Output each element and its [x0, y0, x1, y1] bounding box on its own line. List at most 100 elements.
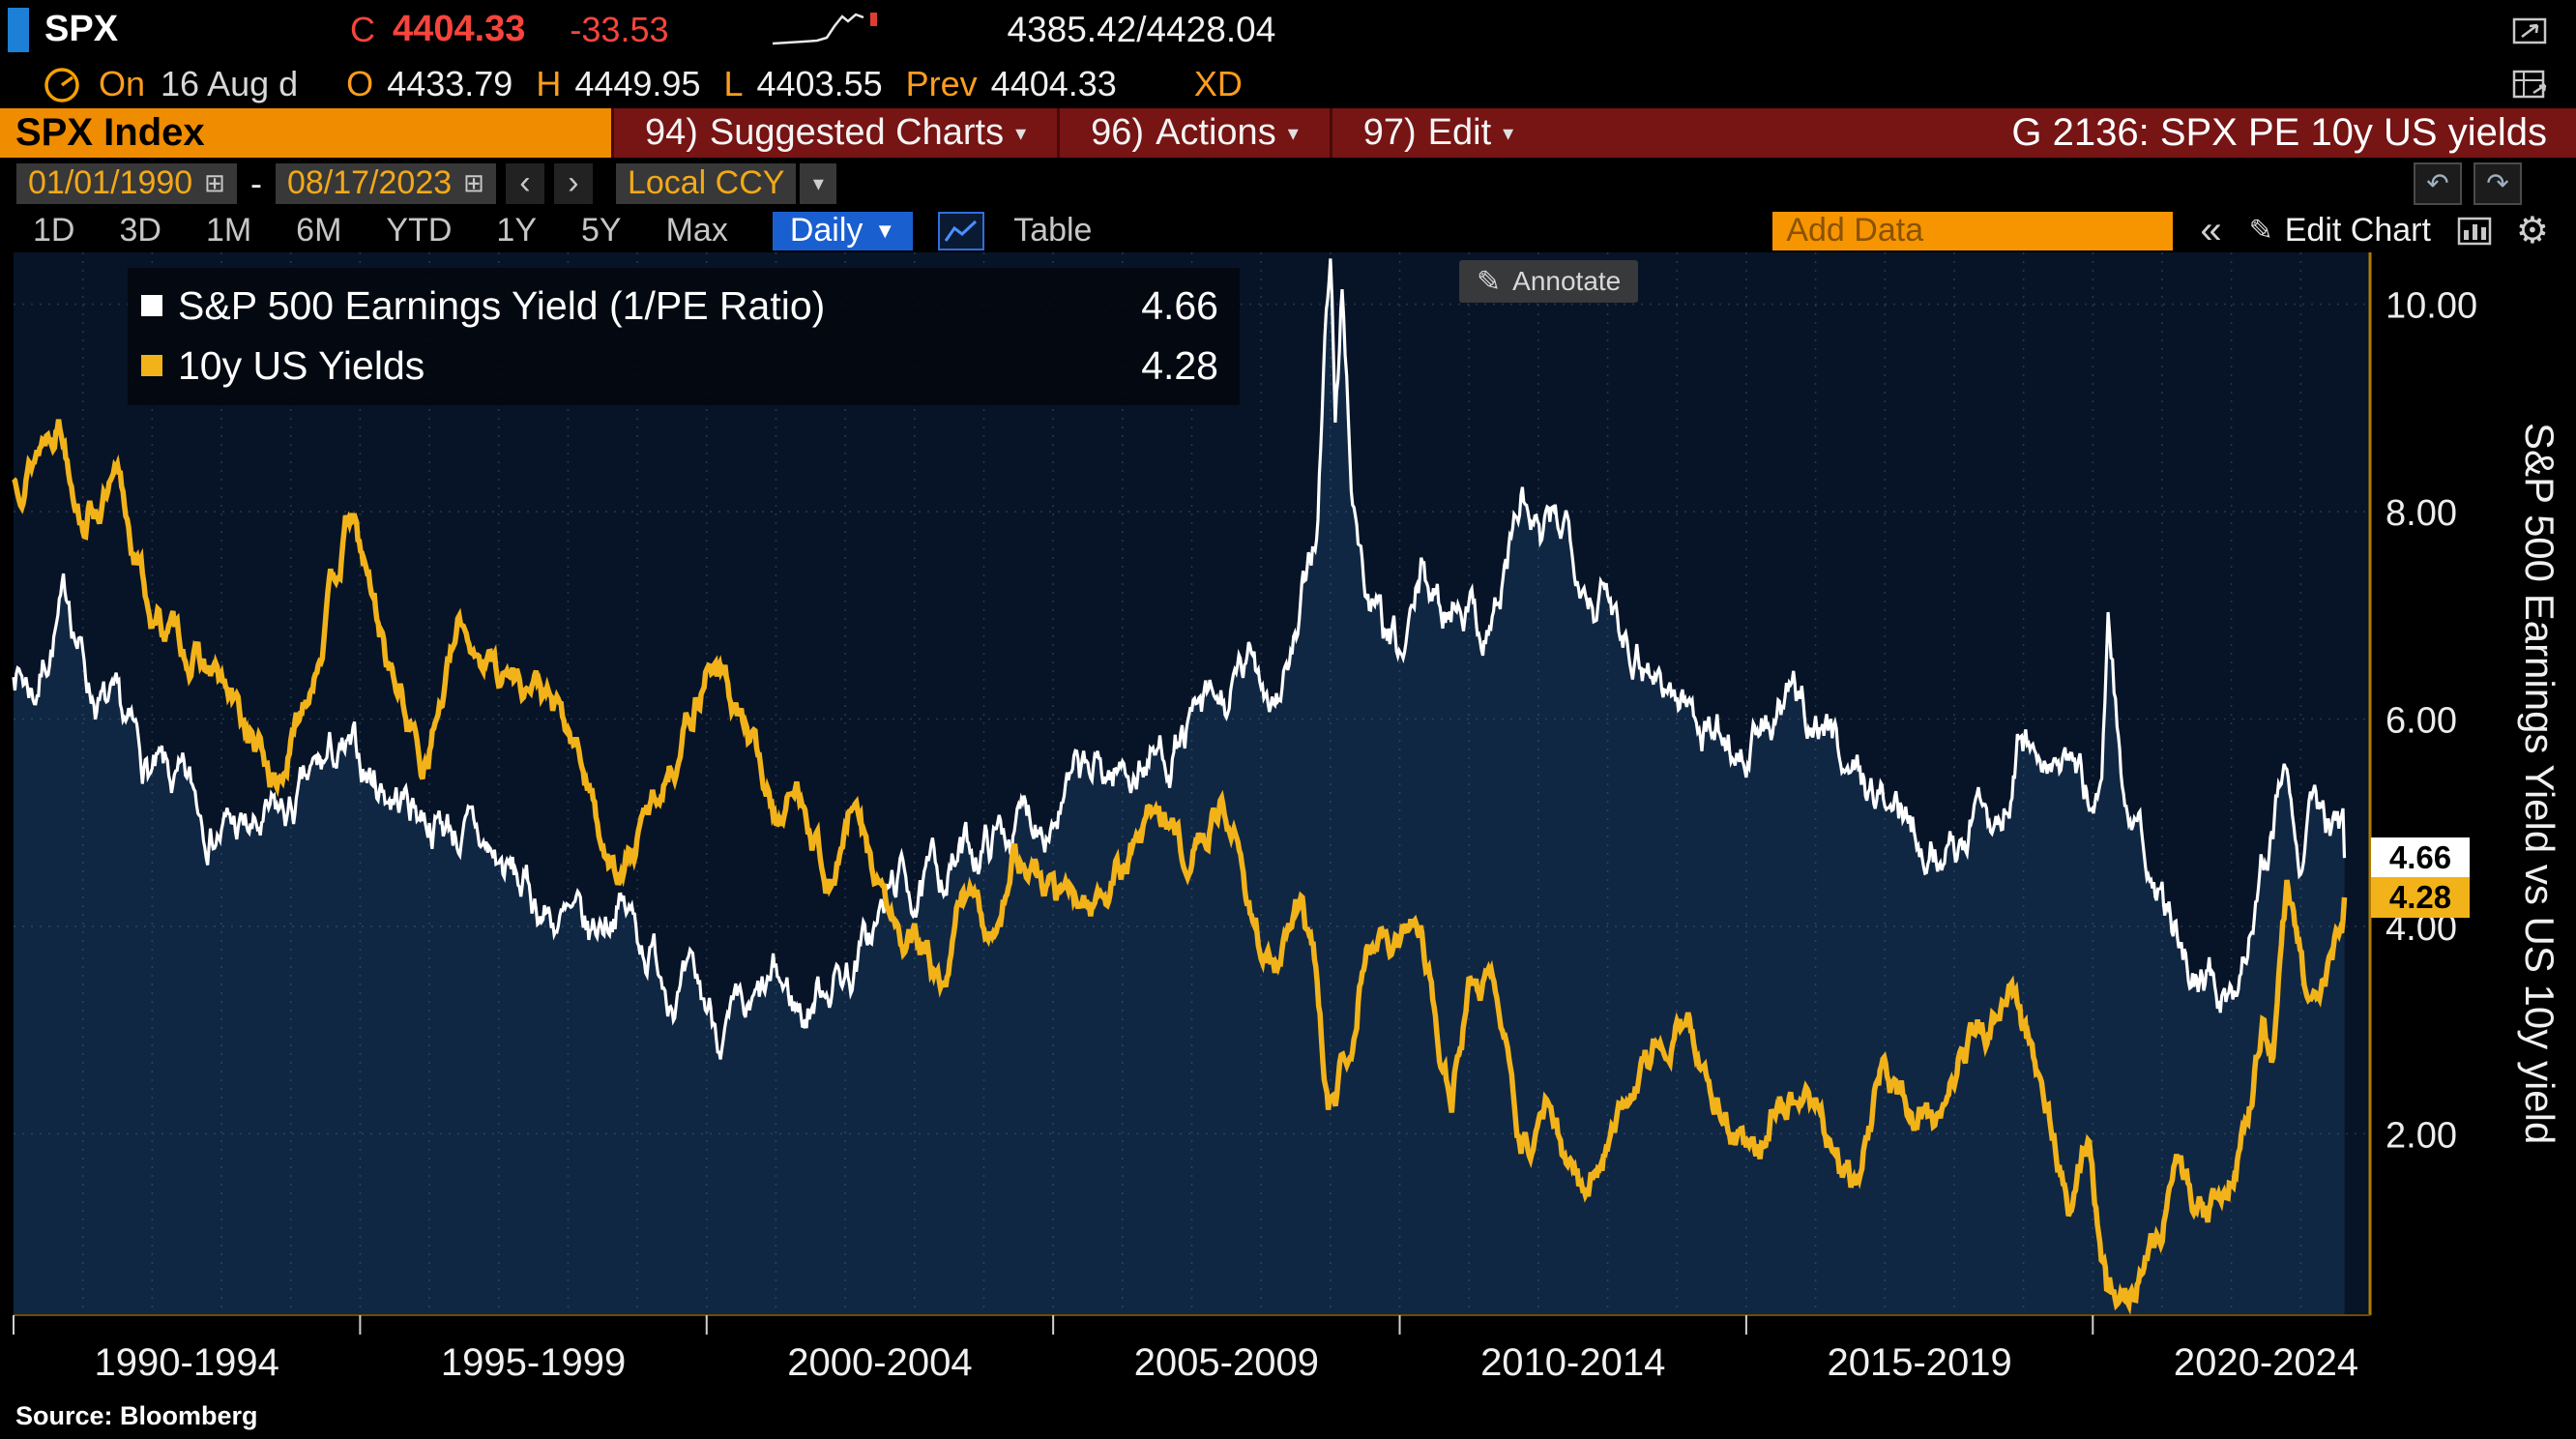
session-label: On [99, 63, 146, 103]
date-from-value: 01/01/1990 [28, 164, 193, 201]
range-1m[interactable]: 1M [205, 212, 252, 249]
quote-bar: On 16 Aug d O 4433.79 H 4449.95 L 4403.5… [0, 59, 2576, 108]
range-3d[interactable]: 3D [119, 212, 161, 249]
x-axis-label: 2000-2004 [787, 1341, 972, 1384]
step-back-button[interactable]: ‹ [505, 162, 544, 204]
range-ytd[interactable]: YTD [386, 212, 453, 249]
x-axis-label: 2005-2009 [1134, 1341, 1319, 1384]
date-to-value: 08/17/2023 [286, 164, 453, 201]
security-color-tag [8, 7, 29, 52]
gauge-icon [44, 67, 79, 103]
range-max[interactable]: Max [665, 212, 728, 249]
menu-label: Suggested Charts [709, 112, 1005, 153]
control-bar: 01/01/1990 ⊞ - 08/17/2023 ⊞ ‹ › Local CC… [0, 158, 2576, 209]
us-10y-yield-line [12, 419, 2348, 1315]
chart-function-title: G 2136: SPX PE 10y US yields [2011, 111, 2547, 154]
date-from-field[interactable]: 01/01/1990 ⊞ [16, 162, 237, 204]
calendar-icon: ⊞ [463, 168, 484, 197]
close-value: 4404.33 [393, 9, 526, 49]
chart-options-icon[interactable] [2456, 215, 2493, 248]
chevron-down-icon: ▾ [1503, 120, 1514, 145]
intraday-sparkline [772, 12, 877, 44]
settings-gear-icon[interactable]: ⚙ [2515, 211, 2549, 251]
right-axis-title: S&P 500 Earnings Yield vs US 10y yield [2517, 423, 2562, 1145]
popout-icon[interactable] [2510, 12, 2551, 48]
pencil-icon: ✎ [1477, 265, 1502, 298]
prev-close-value: 4404.33 [990, 63, 1117, 103]
low-label: L [723, 63, 744, 103]
range-1d[interactable]: 1D [33, 212, 75, 249]
chevron-down-icon: ▾ [1015, 120, 1027, 145]
frequency-value: Daily [789, 212, 864, 249]
ticker-symbol: SPX [44, 9, 119, 49]
undo-icon[interactable]: ↶ [2414, 162, 2462, 205]
source-note: Source: Bloomberg [15, 1401, 258, 1430]
chart-region: 2.00 4.00 6.00 8.00 10.00 1990-1994 1995-1999 2… [0, 252, 2576, 1439]
range-5y[interactable]: 5Y [581, 212, 622, 249]
y-axis-label: 8.00 [2386, 493, 2457, 534]
menu-edit[interactable]: 97) Edit ▾ [1329, 108, 1544, 158]
menu-label: Edit [1427, 112, 1492, 153]
menu-label: Actions [1156, 112, 1276, 153]
edit-chart-button[interactable]: ✎ Edit Chart [2249, 212, 2431, 250]
security-input[interactable]: SPX Index [0, 108, 611, 158]
x-axis-label: 2015-2019 [1827, 1341, 2011, 1384]
y-axis-label: 6.00 [2386, 700, 2457, 741]
table-button[interactable]: Table [1013, 212, 1093, 249]
xd-label: XD [1193, 63, 1243, 103]
annotate-button[interactable]: ✎ Annotate [1459, 260, 1639, 303]
legend-label: 10y US Yields [178, 342, 425, 388]
chart-type-icon[interactable] [938, 211, 985, 250]
edit-chart-label: Edit Chart [2284, 212, 2431, 249]
step-forward-button[interactable]: › [553, 162, 593, 204]
x-axis-label: 1990-1994 [95, 1341, 279, 1384]
security-input-value: SPX Index [15, 111, 205, 154]
open-value: 4433.79 [387, 63, 513, 103]
chart-toolbar: 1D 3D 1M 6M YTD 1Y 5Y Max Daily ▼ Table … [0, 209, 2576, 252]
pencil-icon: ✎ [2248, 215, 2273, 247]
high-label: H [536, 63, 562, 103]
legend-label: S&P 500 Earnings Yield (1/PE Ratio) [178, 282, 826, 328]
legend-item-10y-yields[interactable]: 10y US Yields 4.28 [141, 336, 1218, 396]
x-axis-label: 2020-2024 [2174, 1341, 2358, 1384]
y-axis-label: 2.00 [2386, 1115, 2457, 1156]
chevron-down-icon: ▼ [874, 218, 896, 243]
y-axis-label: 10.00 [2386, 286, 2477, 327]
collapse-panel-button[interactable]: « [2200, 209, 2222, 251]
low-value: 4403.55 [756, 63, 883, 103]
chart-legend: S&P 500 Earnings Yield (1/PE Ratio) 4.66… [128, 268, 1240, 405]
legend-swatch-earnings-yield [141, 295, 162, 316]
export-grid-icon[interactable] [2510, 66, 2551, 103]
redo-icon[interactable]: ↷ [2474, 162, 2522, 205]
close-label: C [350, 9, 376, 49]
range-6m[interactable]: 6M [296, 212, 342, 249]
legend-item-earnings-yield[interactable]: S&P 500 Earnings Yield (1/PE Ratio) 4.66 [141, 276, 1218, 336]
date-to-field[interactable]: 08/17/2023 ⊞ [275, 162, 496, 204]
menu-suggested-charts[interactable]: 94) Suggested Charts ▾ [611, 108, 1057, 158]
last-value-badge-10y-yields: 4.28 [2371, 876, 2470, 918]
currency-dropdown-caret[interactable]: ▾ [800, 162, 837, 204]
chevron-down-icon: ▾ [1287, 120, 1299, 145]
annotate-label: Annotate [1512, 266, 1622, 296]
range-1y[interactable]: 1Y [496, 212, 537, 249]
session-date: 16 Aug d [161, 63, 299, 103]
legend-swatch-10y-yields [141, 355, 162, 376]
change-value: -33.53 [570, 9, 669, 49]
add-data-input[interactable] [1772, 211, 2174, 250]
earnings-yield-line [12, 258, 2347, 1060]
menu-number: 96) [1091, 112, 1145, 153]
menu-bar: SPX Index 94) Suggested Charts ▾ 96) Act… [0, 108, 2576, 158]
menu-number: 97) [1362, 112, 1417, 153]
legend-value: 4.66 [1141, 282, 1218, 328]
prev-label: Prev [905, 63, 978, 103]
earnings-yield-area [14, 258, 2345, 1315]
frequency-dropdown[interactable]: Daily ▼ [772, 211, 914, 250]
currency-value: Local CCY [627, 164, 785, 201]
currency-select[interactable]: Local CCY [615, 162, 797, 204]
menu-number: 94) [645, 112, 698, 153]
x-axis-label: 1995-1999 [441, 1341, 626, 1384]
menu-actions[interactable]: 96) Actions ▾ [1057, 108, 1330, 158]
bid-ask-values: 4385.42/4428.04 [1007, 9, 1276, 49]
open-label: O [346, 63, 374, 103]
